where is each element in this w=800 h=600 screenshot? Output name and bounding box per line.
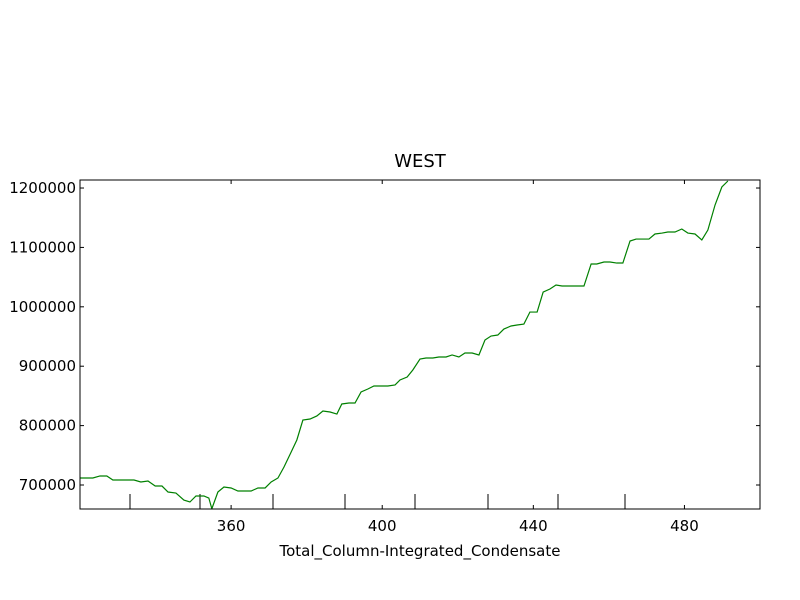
- line: [80, 180, 729, 509]
- x-tick-label: 400: [368, 517, 397, 535]
- y-tick-label: 900000: [19, 357, 76, 375]
- y-tick-label: 1100000: [9, 238, 76, 256]
- x-tick-label: 480: [670, 517, 699, 535]
- y-tick-label: 1000000: [9, 298, 76, 316]
- y-tick-label: 800000: [19, 417, 76, 435]
- plot-frame: [79, 179, 761, 510]
- y-tick-label: 1200000: [9, 179, 76, 197]
- x-axis-label: Total_Column-Integrated_Condensate: [279, 542, 561, 561]
- x-tick-label: 440: [519, 517, 548, 535]
- chart-title: WEST: [394, 151, 447, 172]
- x-tick-label: 360: [217, 517, 246, 535]
- y-tick-label: 700000: [19, 476, 76, 494]
- extra-ticks: [129, 494, 626, 509]
